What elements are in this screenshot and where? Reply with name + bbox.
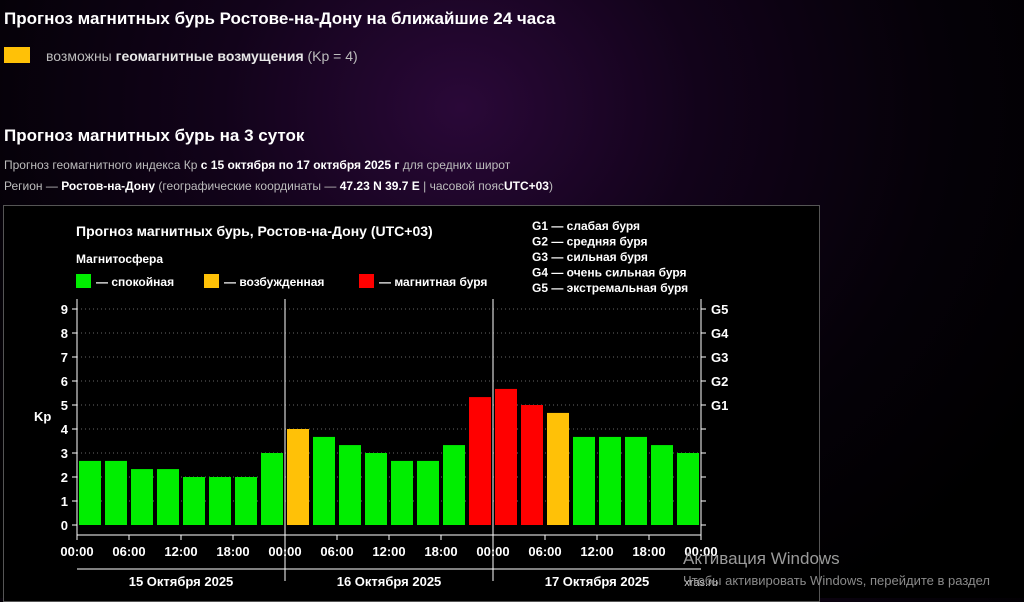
day-label: 16 Октября 2025 [337, 574, 442, 589]
x-tick-label: 12:00 [580, 544, 613, 559]
period-range: с 15 октября по 17 октября 2025 г [200, 158, 400, 172]
storm-scale-label: G5 — экстремальная буря [532, 281, 688, 295]
storm-level-tick-label: G5 [711, 302, 728, 317]
y-tick-label: 2 [61, 470, 68, 485]
kp-bar [183, 477, 205, 525]
x-tick-label: 00:00 [476, 544, 509, 559]
x-tick-label: 18:00 [424, 544, 457, 559]
day-label: 17 Октября 2025 [545, 574, 650, 589]
kp-bar [599, 436, 621, 525]
forecast-period-info: Прогноз геомагнитного индекса Кр с 15 ок… [4, 158, 510, 172]
x-tick-label: 18:00 [216, 544, 249, 559]
kp-bar [235, 477, 257, 525]
storm-level-tick-label: G2 [711, 374, 728, 389]
y-tick-label: 0 [61, 518, 68, 533]
kp-bar [469, 397, 491, 525]
region-name: Ростов-на-Дону [61, 179, 156, 193]
kp-bar [157, 469, 179, 525]
site-label: xras.ru [684, 577, 718, 589]
x-tick-label: 00:00 [60, 544, 93, 559]
x-tick-label: 06:00 [320, 544, 353, 559]
y-tick-label: 3 [61, 446, 68, 461]
legend-label: — спокойная [96, 275, 174, 289]
legend-swatch [76, 274, 91, 288]
x-tick-label: 00:00 [268, 544, 301, 559]
x-tick-label: 12:00 [164, 544, 197, 559]
storm-level-tick-label: G3 [711, 350, 728, 365]
kp-bar [261, 453, 283, 525]
y-tick-label: 7 [61, 350, 68, 365]
chart-title: Прогноз магнитных бурь, Ростов-на-Дону (… [76, 223, 433, 239]
kp-bar [521, 405, 543, 525]
timezone-value: UTC+03 [503, 179, 549, 193]
kp-bar [573, 436, 595, 525]
y-tick-label: 4 [61, 422, 69, 437]
y-tick-label: 6 [61, 374, 68, 389]
kp-bar [209, 477, 231, 525]
y-tick-label: 8 [61, 326, 68, 341]
chart-panel: Прогноз магнитных бурь, Ростов-на-Дону (… [3, 205, 820, 602]
kp-bar [391, 460, 413, 525]
kp-bar [547, 412, 569, 525]
day-label: 15 Октября 2025 [129, 574, 234, 589]
period-suffix: для средних широт [402, 158, 511, 172]
kp-bar [79, 460, 101, 525]
kp-bar [495, 388, 517, 525]
region-close: ) [548, 179, 553, 193]
legend-label: — магнитная буря [379, 275, 487, 289]
y-axis-label: Kp [34, 409, 51, 424]
x-tick-label: 18:00 [632, 544, 665, 559]
page-title: Прогноз магнитных бурь Ростове-на-Дону н… [4, 9, 556, 28]
warning-prefix: возможны [46, 48, 112, 64]
storm-level-tick-label: G1 [711, 398, 728, 413]
x-tick-label: 06:00 [528, 544, 561, 559]
storm-scale-label: G4 — очень сильная буря [532, 266, 687, 280]
kp-forecast-chart: Прогноз магнитных бурь, Ростов-на-Дону (… [34, 219, 729, 589]
kp-bar [131, 469, 153, 525]
y-tick-label: 5 [61, 398, 68, 413]
kp-bar [651, 445, 673, 525]
region-prefix: Регион — [4, 179, 58, 193]
kp-bar [443, 445, 465, 525]
period-prefix: Прогноз геомагнитного индекса Кр [4, 158, 198, 172]
windows-activation-text: Чтобы активировать Windows, перейдите в … [683, 573, 990, 588]
timezone-prefix: | часовой пояс [423, 179, 504, 193]
x-tick-label: 06:00 [112, 544, 145, 559]
x-tick-label: 00:00 [684, 544, 717, 559]
storm-scale-label: G2 — средняя буря [532, 235, 648, 249]
kp-bar [625, 436, 647, 525]
kp-bar [365, 453, 387, 525]
coords-prefix: (географические координаты — [158, 179, 337, 193]
region-info: Регион — Ростов-на-Дону (географические … [4, 179, 553, 193]
y-tick-label: 1 [61, 494, 68, 509]
legend-title: Магнитосфера [76, 252, 163, 266]
legend-label: — возбужденная [224, 275, 324, 289]
legend-swatch [359, 274, 374, 288]
coords-value: 47.23 N 39.7 E [339, 179, 420, 193]
legend-swatch [204, 274, 219, 288]
x-tick-label: 12:00 [372, 544, 405, 559]
kp-bar [417, 460, 439, 525]
kp-bar [287, 429, 309, 525]
section-title: Прогноз магнитных бурь на 3 суток [4, 126, 305, 145]
storm-scale-label: G3 — сильная буря [532, 250, 648, 264]
kp-bar [339, 445, 361, 525]
kp-bar [313, 436, 335, 525]
windows-activation-title: Активация Windows [683, 549, 840, 568]
kp-bar [105, 460, 127, 525]
warning-color-swatch [4, 47, 30, 63]
storm-level-tick-label: G4 [711, 326, 729, 341]
storm-scale-label: G1 — слабая буря [532, 219, 640, 233]
kp-bar [677, 453, 699, 525]
warning-text: возможны геомагнитные возмущения (Kp = 4… [46, 48, 358, 64]
warning-bold: геомагнитные возмущения [115, 48, 304, 64]
y-tick-label: 9 [61, 302, 68, 317]
warning-suffix: (Kp = 4) [307, 48, 358, 64]
